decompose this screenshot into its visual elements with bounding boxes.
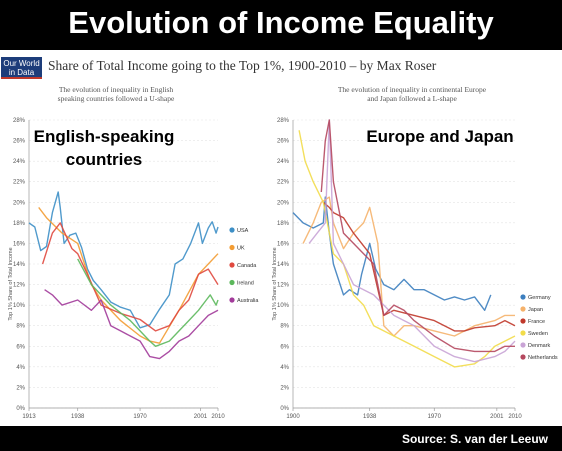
legend-marker-denmark [520,342,526,348]
legend-marker-usa [229,227,235,233]
legend-label-denmark: Denmark [528,343,551,349]
y-tick-label: 2% [16,385,25,391]
page-title: Evolution of Income Equality [68,5,494,40]
y-tick-label: 8% [280,324,289,330]
series-line-france [322,201,516,332]
legend-label-germany: Germany [528,295,551,301]
chart-label-line-1: Europe and Japan [366,127,513,146]
logo-line-1: Our World [3,59,40,68]
legend-marker-france [520,318,526,324]
y-tick-label: 14% [13,262,26,268]
source-credit: Source: S. van der Leeuw [401,432,548,446]
y-axis-label: Top 1% Share of Total Income [272,247,278,320]
y-tick-label: 18% [277,221,290,227]
chart-label-line-2: countries [66,150,143,169]
chart-subtitle: Share of Total Income going to the Top 1… [48,58,437,73]
y-tick-label: 0% [280,406,289,412]
chart-2: The evolution of inequality in continent… [272,85,558,420]
y-tick-label: 24% [277,159,290,165]
y-tick-label: 26% [277,139,290,145]
series-line-denmark [308,119,516,363]
legend-label-canada: Canada [237,263,257,269]
chart-label-line-1: English-speaking [34,127,175,146]
chart-note-line-1: The evolution of inequality in continent… [338,85,487,94]
y-tick-label: 20% [13,200,26,206]
legend-marker-canada [229,262,235,268]
chart-note-line-1: The evolution of inequality in English [59,85,174,94]
y-tick-label: 14% [277,262,290,268]
legend-marker-sweden [520,330,526,336]
series-line-australia [44,289,219,360]
chart-panel: Our World in Data Share of Total Income … [0,50,562,426]
legend-label-sweden: Sweden [528,331,548,337]
y-tick-label: 28% [277,118,290,124]
y-tick-label: 22% [277,180,290,186]
y-tick-label: 4% [280,365,289,371]
y-tick-label: 8% [16,324,25,330]
y-tick-label: 16% [277,241,290,247]
y-tick-label: 10% [13,303,26,309]
logo-underline [1,77,42,79]
legend-label-netherlands: Netherlands [528,355,558,361]
x-tick-label: 2010 [211,414,225,420]
legend-label-uk: UK [237,246,245,252]
legend-marker-netherlands [520,354,526,360]
x-tick-label: 2001 [194,414,208,420]
y-tick-label: 26% [13,139,26,145]
chart-1: The evolution of inequality in Englishsp… [8,85,259,420]
x-tick-label: 1913 [22,414,36,420]
legend-label-japan: Japan [528,307,543,313]
y-tick-label: 16% [13,241,26,247]
y-tick-label: 12% [13,283,26,289]
legend-label-france: France [528,319,545,325]
legend-marker-uk [229,244,235,251]
series-line-usa [28,191,219,329]
y-tick-label: 28% [13,118,26,124]
y-axis-label: Top 1% Share of Total Income [8,247,14,320]
series-line-uk [38,206,219,344]
y-tick-label: 20% [277,200,290,206]
y-tick-label: 6% [16,344,25,350]
chart-note-line-2: and Japan followed a L-shape [367,94,457,103]
legend-marker-ireland [229,279,235,286]
chart-note-line-2: speaking countries followed a U-shape [58,94,175,103]
logo-line-2: in Data [8,68,35,77]
series-line-germany [292,196,492,311]
y-tick-label: 22% [13,180,26,186]
x-tick-label: 1970 [428,414,442,420]
x-tick-label: 1938 [71,414,85,420]
our-world-in-data-logo[interactable]: Our World in Data [1,57,42,79]
x-tick-label: 1900 [286,414,300,420]
legend-label-usa: USA [237,228,249,234]
series-line-ireland [77,258,219,347]
legend-label-ireland: Ireland [237,281,254,287]
y-tick-label: 6% [280,344,289,350]
series-line-sweden [298,130,516,368]
x-tick-label: 1938 [363,414,377,420]
y-tick-label: 10% [277,303,290,309]
charts-svg: The evolution of inequality in Englishsp… [8,85,558,420]
x-tick-label: 2010 [508,414,522,420]
y-tick-label: 2% [280,385,289,391]
y-tick-label: 18% [13,221,26,227]
y-tick-label: 4% [16,365,25,371]
series-line-netherlands [320,119,515,353]
x-tick-label: 1970 [133,414,147,420]
y-tick-label: 24% [13,159,26,165]
legend-marker-japan [520,306,526,312]
legend-label-australia: Australia [237,298,259,304]
x-tick-label: 2001 [490,414,504,420]
legend-marker-germany [520,294,526,300]
y-tick-label: 0% [16,406,25,412]
legend-marker-australia [229,297,235,303]
series-line-japan [302,196,515,337]
y-tick-label: 12% [277,283,290,289]
series-line-canada [41,222,219,332]
